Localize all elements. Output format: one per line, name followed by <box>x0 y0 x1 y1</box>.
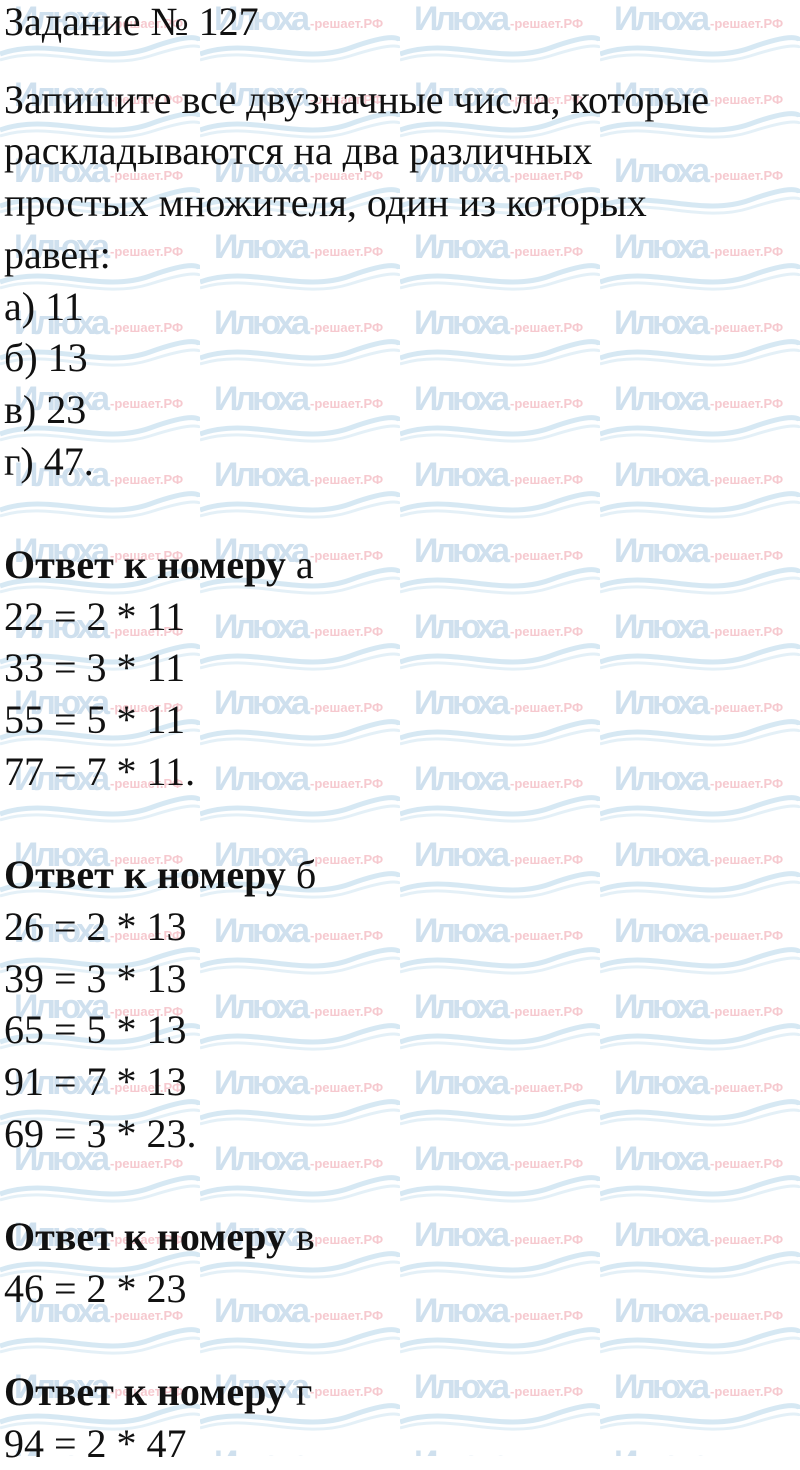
answer-heading: Ответ к номеру в <box>4 1214 315 1260</box>
answer-line: 91 = 7 * 13 <box>4 1059 187 1105</box>
answer-line: 22 = 2 * 11 <box>4 593 186 639</box>
document: Задание № 127 Запишите все двузначные чи… <box>4 0 709 1470</box>
answer-a: Ответ к номеру а 22 = 2 * 11 33 = 3 * 11… <box>4 539 709 798</box>
task-line: равен: <box>4 231 111 277</box>
task-text: Запишите все двузначные числа, которые р… <box>4 74 709 488</box>
answer-heading: Ответ к номеру б <box>4 852 317 898</box>
answer-line: 69 = 3 * 23. <box>4 1110 197 1156</box>
answer-line: 65 = 5 * 13 <box>4 1007 187 1053</box>
task-option: г) 47. <box>4 438 94 484</box>
answer-line: 26 = 2 * 13 <box>4 903 187 949</box>
answer-line: 39 = 3 * 13 <box>4 955 187 1001</box>
task-option: б) 13 <box>4 335 88 381</box>
answer-g: Ответ к номеру г 94 = 2 * 47 <box>4 1366 709 1469</box>
answer-line: 77 = 7 * 11. <box>4 748 196 794</box>
task-option: в) 23 <box>4 386 87 432</box>
answer-heading: Ответ к номеру а <box>4 542 314 588</box>
task-line: простых множителя, один из которых <box>4 180 647 226</box>
answer-line: 94 = 2 * 47 <box>4 1420 187 1466</box>
answer-v: Ответ к номеру в 46 = 2 * 23 <box>4 1211 709 1314</box>
task-title: Задание № 127 <box>4 0 259 44</box>
task-option: а) 11 <box>4 283 84 329</box>
answer-b: Ответ к номеру б 26 = 2 * 13 39 = 3 * 13… <box>4 849 709 1159</box>
answer-heading: Ответ к номеру г <box>4 1369 313 1415</box>
task-line: раскладываются на два различных <box>4 128 593 174</box>
answer-line: 55 = 5 * 11 <box>4 697 186 743</box>
answer-line: 33 = 3 * 11 <box>4 645 186 691</box>
answer-line: 46 = 2 * 23 <box>4 1265 187 1311</box>
task-line: Запишите все двузначные числа, которые <box>4 76 709 122</box>
